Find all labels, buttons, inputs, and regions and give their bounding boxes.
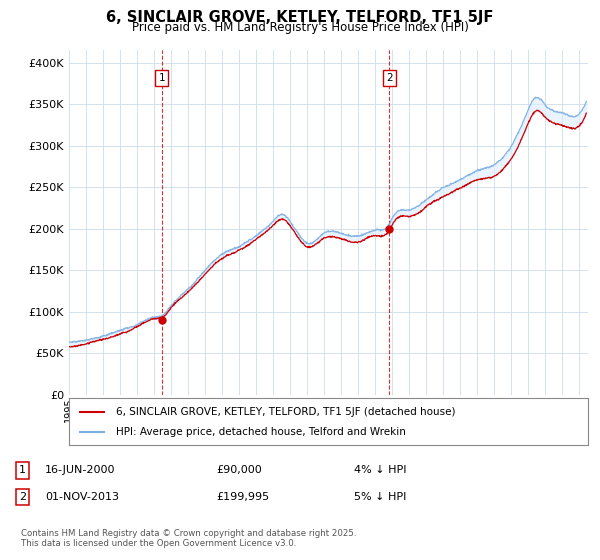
Text: 2: 2 — [19, 492, 26, 502]
Text: £90,000: £90,000 — [216, 465, 262, 475]
Text: 1: 1 — [19, 465, 26, 475]
Text: £199,995: £199,995 — [216, 492, 269, 502]
Text: 5% ↓ HPI: 5% ↓ HPI — [354, 492, 406, 502]
Text: 2: 2 — [386, 73, 393, 83]
Text: 01-NOV-2013: 01-NOV-2013 — [45, 492, 119, 502]
Text: 6, SINCLAIR GROVE, KETLEY, TELFORD, TF1 5JF (detached house): 6, SINCLAIR GROVE, KETLEY, TELFORD, TF1 … — [116, 407, 455, 417]
Text: HPI: Average price, detached house, Telford and Wrekin: HPI: Average price, detached house, Telf… — [116, 427, 406, 437]
Text: 6, SINCLAIR GROVE, KETLEY, TELFORD, TF1 5JF: 6, SINCLAIR GROVE, KETLEY, TELFORD, TF1 … — [106, 10, 494, 25]
Text: Price paid vs. HM Land Registry's House Price Index (HPI): Price paid vs. HM Land Registry's House … — [131, 21, 469, 34]
Text: 4% ↓ HPI: 4% ↓ HPI — [354, 465, 407, 475]
Text: 16-JUN-2000: 16-JUN-2000 — [45, 465, 115, 475]
Text: Contains HM Land Registry data © Crown copyright and database right 2025.
This d: Contains HM Land Registry data © Crown c… — [21, 529, 356, 548]
Text: 1: 1 — [158, 73, 165, 83]
